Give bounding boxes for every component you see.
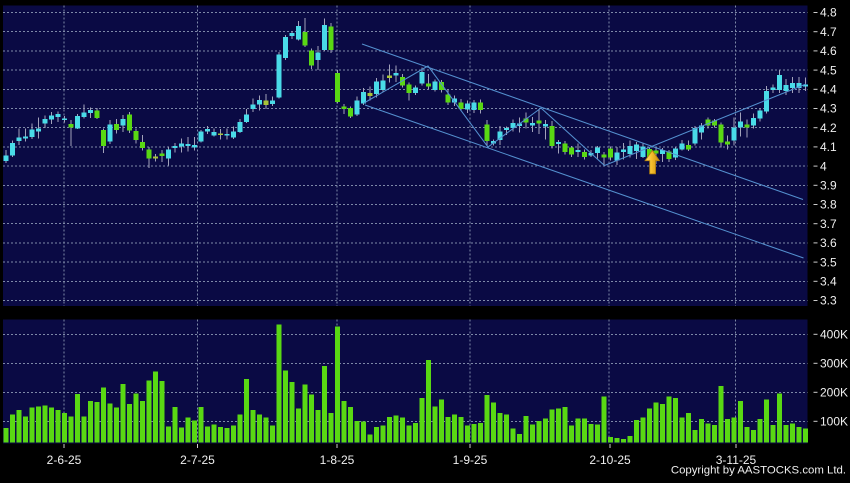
svg-text:200K: 200K — [820, 386, 848, 400]
svg-text:2-6-25: 2-6-25 — [47, 453, 82, 467]
svg-text:3.4: 3.4 — [820, 275, 837, 289]
svg-text:3.9: 3.9 — [820, 179, 837, 193]
svg-text:4: 4 — [820, 159, 827, 173]
svg-text:4.1: 4.1 — [820, 140, 837, 154]
svg-text:2-10-25: 2-10-25 — [589, 453, 631, 467]
svg-text:2-7-25: 2-7-25 — [180, 453, 215, 467]
svg-text:Copyright by AASTOCKS.com Ltd.: Copyright by AASTOCKS.com Ltd. — [671, 465, 846, 477]
svg-text:300K: 300K — [820, 357, 848, 371]
svg-text:4.5: 4.5 — [820, 63, 837, 77]
svg-text:4.8: 4.8 — [820, 6, 837, 20]
svg-text:400K: 400K — [820, 328, 848, 342]
svg-text:3.6: 3.6 — [820, 236, 837, 250]
svg-text:4.4: 4.4 — [820, 83, 837, 97]
svg-text:1-9-25: 1-9-25 — [453, 453, 488, 467]
svg-text:4.6: 4.6 — [820, 44, 837, 58]
svg-text:4.2: 4.2 — [820, 121, 837, 135]
svg-text:3.7: 3.7 — [820, 217, 837, 231]
svg-text:4.3: 4.3 — [820, 102, 837, 116]
svg-text:4.7: 4.7 — [820, 25, 837, 39]
svg-text:3.8: 3.8 — [820, 198, 837, 212]
svg-text:3.5: 3.5 — [820, 255, 837, 269]
svg-text:3.3: 3.3 — [820, 294, 837, 308]
svg-text:1-8-25: 1-8-25 — [320, 453, 355, 467]
svg-text:100K: 100K — [820, 415, 848, 429]
svg-text:3-11-25: 3-11-25 — [716, 453, 757, 467]
